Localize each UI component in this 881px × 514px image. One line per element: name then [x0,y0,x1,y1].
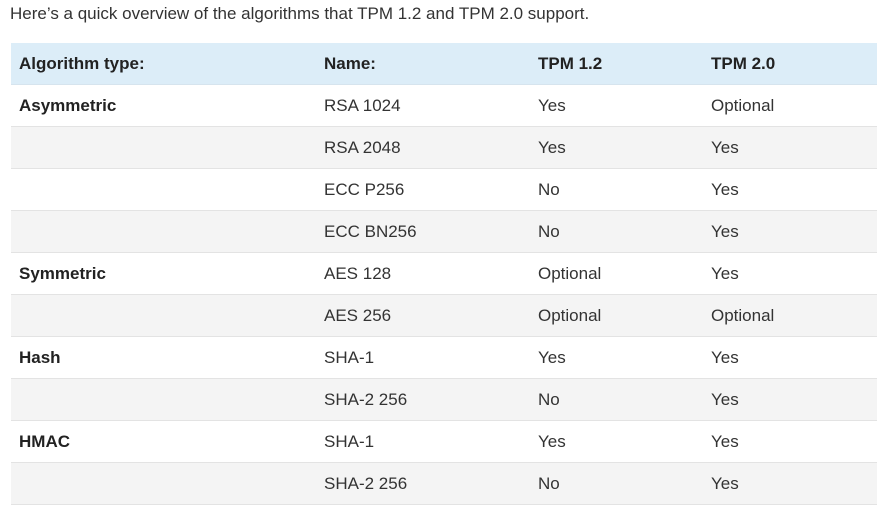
tpm20-support-cell: Yes [711,137,739,157]
algorithm-name-cell: ECC P256 [324,179,405,199]
algorithm-type-cell: Asymmetric [19,95,117,115]
algorithm-type-cell: Hash [19,347,61,367]
tpm20-support-cell: Yes [711,179,739,199]
header-algorithm-type: Algorithm type: [19,53,145,73]
algorithm-name-cell: SHA-2 256 [324,389,408,409]
tpm12-support-cell: Yes [538,347,566,367]
header-name: Name: [324,53,376,73]
table-row: SHA-2 256 No Yes [11,463,877,505]
table-row: RSA 2048 Yes Yes [11,127,877,169]
algorithm-table: Algorithm type: Name: TPM 1.2 TPM 2.0 As… [11,43,877,505]
algorithm-name-cell: SHA-1 [324,347,375,367]
algorithm-name-cell: RSA 2048 [324,137,401,157]
table-row: Hash SHA-1 Yes Yes [11,337,877,379]
tpm12-support-cell: Yes [538,431,566,451]
tpm20-support-cell: Optional [711,95,775,115]
table-header-row: Algorithm type: Name: TPM 1.2 TPM 2.0 [11,43,877,85]
table-row: ECC BN256 No Yes [11,211,877,253]
algorithm-name-cell: AES 128 [324,263,392,283]
tpm12-support-cell: No [538,473,560,493]
algorithm-name-cell: ECC BN256 [324,221,417,241]
algorithm-name-cell: AES 256 [324,305,392,325]
algorithm-name-cell: SHA-2 256 [324,473,408,493]
tpm12-support-cell: Yes [538,137,566,157]
table-row: HMAC SHA-1 Yes Yes [11,421,877,463]
tpm12-support-cell: Yes [538,95,566,115]
tpm20-support-cell: Yes [711,473,739,493]
tpm20-support-cell: Yes [711,221,739,241]
table-row: SHA-2 256 No Yes [11,379,877,421]
table-row: Symmetric AES 128 Optional Yes [11,253,877,295]
tpm12-support-cell: Optional [538,305,602,325]
tpm12-support-cell: No [538,389,560,409]
tpm20-support-cell: Yes [711,431,739,451]
header-tpm20: TPM 2.0 [711,53,776,73]
table-row: AES 256 Optional Optional [11,295,877,337]
tpm12-support-cell: No [538,221,560,241]
tpm20-support-cell: Yes [711,347,739,367]
tpm20-support-cell: Optional [711,305,775,325]
table-row: Asymmetric RSA 1024 Yes Optional [11,85,877,127]
algorithm-type-cell: HMAC [19,431,70,451]
tpm20-support-cell: Yes [711,263,739,283]
tpm12-support-cell: Optional [538,263,602,283]
algorithm-name-cell: RSA 1024 [324,95,401,115]
header-tpm12: TPM 1.2 [538,53,603,73]
table-row: ECC P256 No Yes [11,169,877,211]
algorithm-name-cell: SHA-1 [324,431,375,451]
algorithm-type-cell: Symmetric [19,263,106,283]
tpm20-support-cell: Yes [711,389,739,409]
tpm12-support-cell: No [538,179,560,199]
intro-text: Here’s a quick overview of the algorithm… [10,4,590,23]
